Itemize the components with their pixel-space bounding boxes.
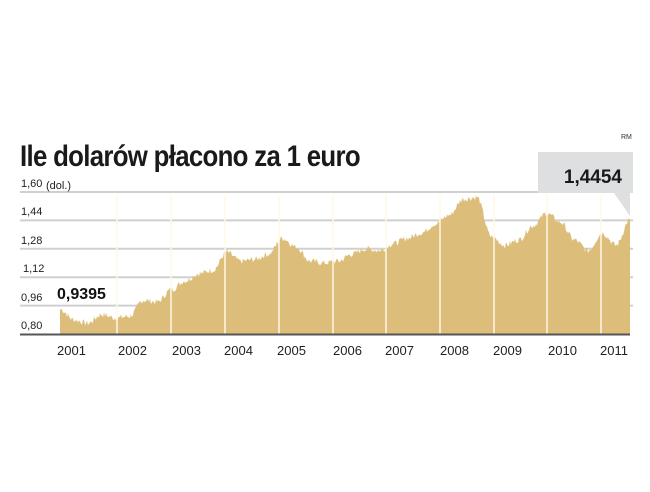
year-separators [116,195,602,334]
y-unit-label: (dol.) [46,180,72,192]
area-series [60,195,630,334]
y-tick-label: 1,28 [21,234,43,247]
chart-title: Ile dolarów płacono za 1 euro [20,140,361,173]
x-tick-label: 2006 [333,343,362,358]
x-tick-label: 2008 [440,343,469,358]
x-tick-label: 2010 [548,343,577,358]
x-tick-label: 2005 [277,343,306,358]
y-tick-label: 0,80 [21,320,43,332]
x-tick-label: 2002 [118,343,147,358]
credit-label: RM [621,134,632,141]
x-tick-label: 2003 [172,343,201,358]
y-tick-label: 1,12 [23,263,45,276]
x-tick-label: 2001 [57,343,86,358]
end-value-callout: 1,4454 [538,152,633,216]
x-tick-label: 2004 [224,343,253,358]
y-tick-label: 1,44 [21,206,43,219]
y-tick-label: 0,96 [21,291,43,304]
x-tick-label: 2007 [385,343,414,358]
x-tick-label: 2009 [493,343,522,358]
x-tick-label: 2011 [600,343,628,358]
start-value-label: 0,9395 [57,286,106,303]
end-value-label: 1,4454 [564,167,623,188]
y-tick-label: 1,60 [21,178,43,190]
